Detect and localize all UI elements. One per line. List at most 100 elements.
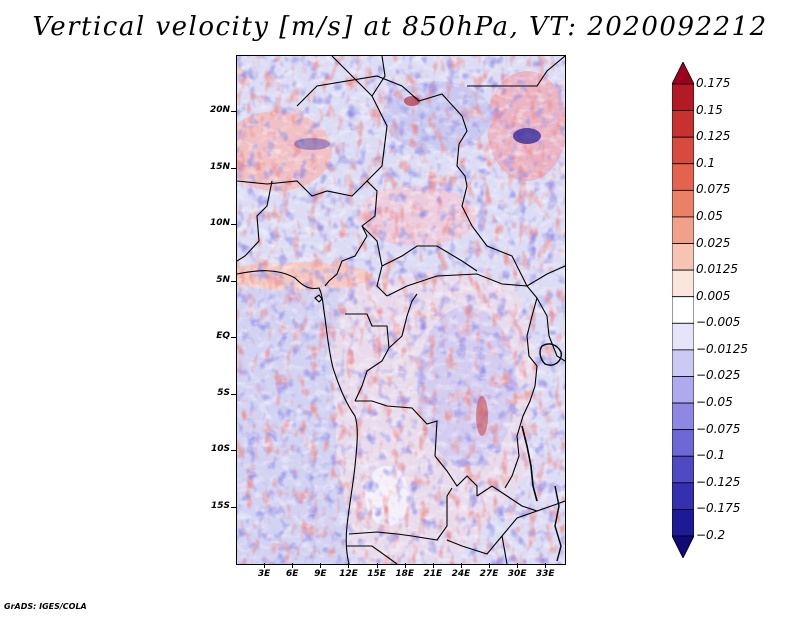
colorbar-label: 0.025 [696, 235, 731, 250]
lat-label: EQ [216, 331, 230, 342]
border-zimbabwe-south [501, 535, 508, 564]
colorbar-box [672, 482, 694, 510]
colorbar-label: −0.125 [696, 474, 741, 489]
lon-label: 6E [286, 569, 299, 579]
lon-label: 12E [339, 569, 358, 579]
colorbar-label: 0.15 [696, 102, 723, 117]
border-congo-drc [388, 293, 418, 349]
lat-label: 20N [209, 105, 230, 116]
colorbar-box [672, 83, 694, 111]
lon-tick [404, 563, 406, 568]
lat-tick [231, 337, 236, 339]
border-drc-east [504, 297, 538, 489]
lat-tick [231, 224, 236, 226]
colorbar-box [672, 269, 694, 298]
ascent-core-rift [476, 396, 488, 436]
colorbar-box [672, 376, 694, 404]
border-sudan-south [461, 185, 565, 287]
lon-tick [517, 563, 519, 568]
border-nigeria-cameroon [324, 235, 368, 287]
lon-tick [460, 563, 462, 568]
border-drc-angola [355, 400, 438, 457]
lat-label: 15N [209, 161, 230, 172]
colorbar-label: 0.0125 [696, 262, 738, 277]
border-egypt-sudan [467, 56, 565, 87]
colorbar-label: −0.0125 [696, 341, 749, 356]
border-car-south [386, 273, 538, 299]
colorbar-box [672, 163, 694, 191]
colorbar-label: −0.075 [696, 421, 741, 436]
colorbar-label: 0.1 [696, 155, 716, 170]
colorbar-label: −0.1 [696, 448, 726, 463]
colorbar [672, 62, 694, 558]
lon-label: 33E [535, 569, 555, 579]
lat-tick [231, 111, 236, 113]
lon-tick [432, 563, 434, 568]
colorbar-label: 0.175 [696, 76, 731, 90]
border-drc-zambia [434, 455, 478, 496]
border-zambia-zimbabwe [446, 510, 538, 555]
colorbar-label: −0.005 [696, 315, 741, 330]
colorbar-box [672, 455, 694, 484]
lon-tick [545, 563, 547, 568]
lon-tick [348, 563, 350, 568]
colorbar-box [672, 110, 694, 138]
colorbar-box [672, 243, 694, 271]
lat-label: 10S [210, 444, 230, 455]
map-title: Vertical velocity [m/s] at 850hPa, VT: 2… [32, 12, 768, 42]
lon-label: 21E [423, 569, 443, 579]
lake-victoria [539, 343, 562, 366]
colorbar-label: 0.005 [696, 288, 731, 303]
lat-tick [231, 167, 236, 169]
lon-label: 24E [451, 569, 471, 579]
lat-label: 15S [210, 500, 230, 511]
lat-tick [231, 393, 236, 395]
border-zambia-tanzania [476, 485, 565, 512]
lon-tick [489, 563, 491, 568]
lat-label: 5N [216, 274, 230, 285]
lon-label: 18E [395, 569, 415, 579]
colorbar-top-triangle [672, 62, 694, 85]
lat-tick [231, 506, 236, 508]
lon-tick [376, 563, 378, 568]
grads-credit: GrADS: IGES/COLA [4, 602, 87, 611]
descent-core-ne [513, 128, 541, 144]
colorbar-bottom-triangle [672, 535, 694, 558]
bioko-island [314, 294, 323, 303]
border-angola-namibia [348, 487, 453, 541]
colorbar-box [672, 349, 694, 377]
vertical-velocity-field [237, 56, 565, 564]
colorbar-box [672, 136, 694, 165]
colorbar-box [672, 296, 694, 324]
lon-label: 27E [479, 569, 499, 579]
lon-label: 30E [507, 569, 527, 579]
lon-tick [320, 563, 322, 568]
lon-tick [264, 563, 266, 568]
lat-label: 5S [217, 387, 230, 398]
ascent-core-n [404, 96, 420, 106]
colorbar-box [672, 429, 694, 457]
border-nigeria-north [237, 180, 368, 197]
colorbar-box [672, 189, 694, 218]
border-uganda-kenya [536, 297, 565, 362]
border-benin-nigeria [237, 180, 273, 262]
lon-label: 3E [257, 569, 271, 579]
colorbar-label: −0.175 [696, 501, 741, 516]
lake-tanganyika [521, 425, 538, 502]
colorbar-label: 0.05 [696, 208, 723, 223]
coastlines-borders [237, 56, 565, 564]
colorbar-box [672, 402, 694, 431]
colorbar-box [672, 216, 694, 244]
map-plot-area [236, 55, 566, 565]
colorbar-label: −0.2 [696, 528, 726, 542]
border-chad-north [296, 75, 468, 187]
lon-label: 9E [314, 569, 327, 579]
colorbar-label: 0.125 [696, 129, 731, 144]
lake-malawi [554, 485, 562, 562]
lon-label: 15E [367, 569, 386, 579]
lat-label: 10N [209, 218, 230, 229]
colorbar-label: −0.05 [696, 395, 733, 410]
colorbar-label: 0.075 [696, 182, 731, 197]
colorbar-box [672, 509, 694, 537]
border-niger-chad [361, 95, 388, 237]
